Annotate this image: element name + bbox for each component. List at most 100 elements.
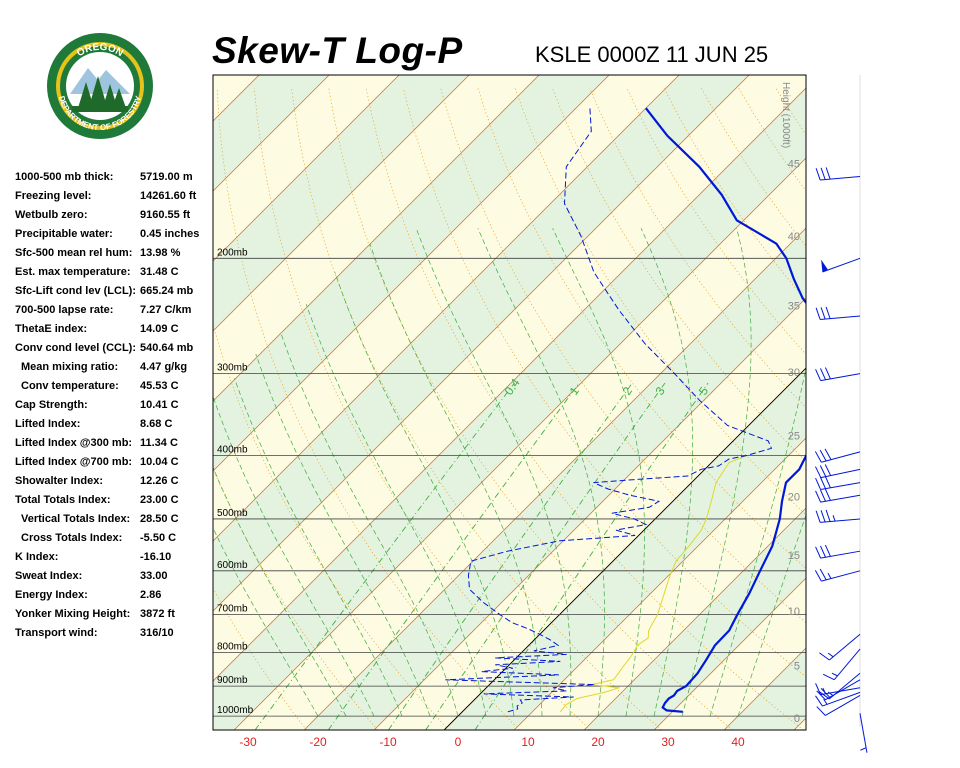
mixing-ratio-line bbox=[327, 382, 580, 730]
index-row: Yonker Mixing Height: 3872 ft bbox=[15, 605, 215, 624]
mixing-ratio-line bbox=[425, 382, 666, 730]
index-row: Cross Totals Index: -5.50 C bbox=[15, 529, 215, 548]
dewpoint-profile bbox=[445, 108, 773, 713]
index-label: 1000-500 mb thick: bbox=[15, 171, 114, 183]
moist-adiabat bbox=[681, 228, 752, 717]
moist-adiabat bbox=[552, 228, 645, 717]
index-label: Sfc-500 mean rel hum: bbox=[15, 247, 133, 259]
chart-title: Skew-T Log-P bbox=[212, 30, 463, 71]
index-row: Showalter Index: 12.26 C bbox=[15, 472, 215, 491]
index-value: 3872 ft bbox=[140, 608, 175, 620]
index-value: 28.50 C bbox=[140, 513, 179, 525]
dry-adiabat bbox=[552, 88, 806, 462]
mixing-ratio-label: 5 bbox=[696, 384, 711, 398]
index-label: Conv temperature: bbox=[21, 380, 119, 392]
station-time-label: KSLE 0000Z 11 JUN 25 bbox=[535, 42, 769, 67]
isotherm-band bbox=[864, 75, 960, 730]
index-label: K Index: bbox=[15, 551, 59, 563]
index-row: Conv cond level (CCL): 540.64 mb bbox=[15, 339, 215, 358]
plot-frame bbox=[212, 74, 807, 731]
isobar-label: 600mb bbox=[217, 560, 248, 571]
wind-barb bbox=[821, 257, 861, 273]
isobar-label: 400mb bbox=[217, 444, 248, 455]
wind-barb bbox=[822, 648, 861, 681]
isotherm-band bbox=[213, 88, 806, 730]
wind-barb bbox=[815, 691, 861, 707]
moist-adiabat bbox=[737, 513, 806, 717]
index-label: Showalter Index: bbox=[15, 475, 104, 487]
height-tick-label: 40 bbox=[788, 231, 800, 243]
moist-adiabat bbox=[255, 353, 431, 717]
wind-barb bbox=[815, 367, 861, 382]
x-tick-label: 0 bbox=[455, 735, 462, 749]
index-label: Transport wind: bbox=[15, 627, 98, 639]
isobar-label: 1000mb bbox=[217, 705, 254, 716]
dry-adiabat bbox=[851, 88, 960, 730]
mixing-ratio-label: 3 bbox=[653, 384, 668, 398]
index-row: Total Totals Index: 23.00 C bbox=[15, 491, 215, 510]
dry-adiabat bbox=[328, 88, 733, 730]
wind-barb bbox=[815, 306, 861, 321]
index-value: 7.27 C/km bbox=[140, 304, 192, 316]
isotherm-line bbox=[303, 227, 806, 730]
index-value: 23.00 C bbox=[140, 494, 179, 506]
index-value: 10.04 C bbox=[140, 456, 179, 468]
isotherm-band bbox=[234, 158, 806, 730]
dry-adiabat bbox=[888, 88, 960, 730]
height-axis-label: Height (1000ft) bbox=[780, 82, 791, 148]
isotherm-line bbox=[793, 717, 806, 730]
index-row: Lifted Index @300 mb: 11.34 C bbox=[15, 434, 215, 453]
dry-adiabat bbox=[925, 88, 960, 730]
isotherm-line bbox=[213, 87, 806, 682]
height-tick-label: 45 bbox=[788, 158, 800, 170]
isobar-label: 200mb bbox=[217, 247, 248, 258]
mixing-ratio-line bbox=[474, 382, 709, 730]
zero-isotherm-line bbox=[443, 367, 806, 730]
dry-adiabat bbox=[813, 88, 960, 730]
dry-adiabat bbox=[663, 88, 806, 301]
index-row: Lifted Index: 8.68 C bbox=[15, 415, 215, 434]
index-row: 1000-500 mb thick: 5719.00 m bbox=[15, 168, 215, 187]
isotherm-band bbox=[514, 438, 806, 730]
wind-barb bbox=[815, 167, 861, 181]
x-tick-label: 20 bbox=[591, 735, 605, 749]
index-value: 31.48 C bbox=[140, 266, 179, 278]
isotherm-line bbox=[233, 157, 806, 730]
isotherm-band bbox=[304, 228, 806, 730]
index-label: Lifted Index: bbox=[15, 418, 81, 430]
isotherm-band bbox=[724, 648, 806, 730]
index-value: 45.53 C bbox=[140, 380, 179, 392]
index-label: 700-500 lapse rate: bbox=[15, 304, 114, 316]
height-tick-label: 0 bbox=[794, 713, 800, 725]
x-tick-label: 40 bbox=[731, 735, 745, 749]
index-label: Freezing level: bbox=[15, 190, 92, 202]
wind-barb bbox=[819, 672, 861, 700]
index-value: 14.09 C bbox=[140, 323, 179, 335]
moist-adiabat bbox=[213, 466, 347, 717]
isotherm-band bbox=[584, 508, 806, 730]
mixing-ratio-line bbox=[254, 382, 515, 730]
index-row: Sfc-Lift cond lev (LCL): 665.24 mb bbox=[15, 282, 215, 301]
isotherm-band bbox=[654, 578, 806, 730]
dry-adiabat bbox=[365, 88, 804, 730]
isobar-label: 900mb bbox=[217, 675, 248, 686]
index-row: Lifted Index @700 mb: 10.04 C bbox=[15, 453, 215, 472]
index-value: 2.86 bbox=[140, 589, 162, 601]
isotherm-band bbox=[794, 718, 806, 730]
logo-text-top: OREGON bbox=[75, 42, 125, 59]
index-label: Cross Totals Index: bbox=[21, 532, 123, 544]
index-label: ThetaE index: bbox=[15, 323, 88, 335]
wind-barb bbox=[815, 488, 861, 503]
moist-adiabat bbox=[280, 332, 459, 717]
wind-barb bbox=[814, 464, 861, 479]
isotherm-line bbox=[653, 577, 806, 730]
wind-barb bbox=[815, 476, 861, 491]
index-value: 665.24 mb bbox=[140, 285, 194, 297]
wind-barb bbox=[816, 679, 861, 701]
moist-adiabat bbox=[415, 228, 572, 717]
oregon-forestry-logo: OREGON DEPARTMENT OF FORESTRY bbox=[47, 33, 153, 139]
x-tick-label: -30 bbox=[239, 735, 257, 749]
index-label: Yonker Mixing Height: bbox=[15, 608, 131, 620]
index-row: Precipitable water: 0.45 inches bbox=[15, 225, 215, 244]
index-row: 700-500 lapse rate: 7.27 C/km bbox=[15, 301, 215, 320]
